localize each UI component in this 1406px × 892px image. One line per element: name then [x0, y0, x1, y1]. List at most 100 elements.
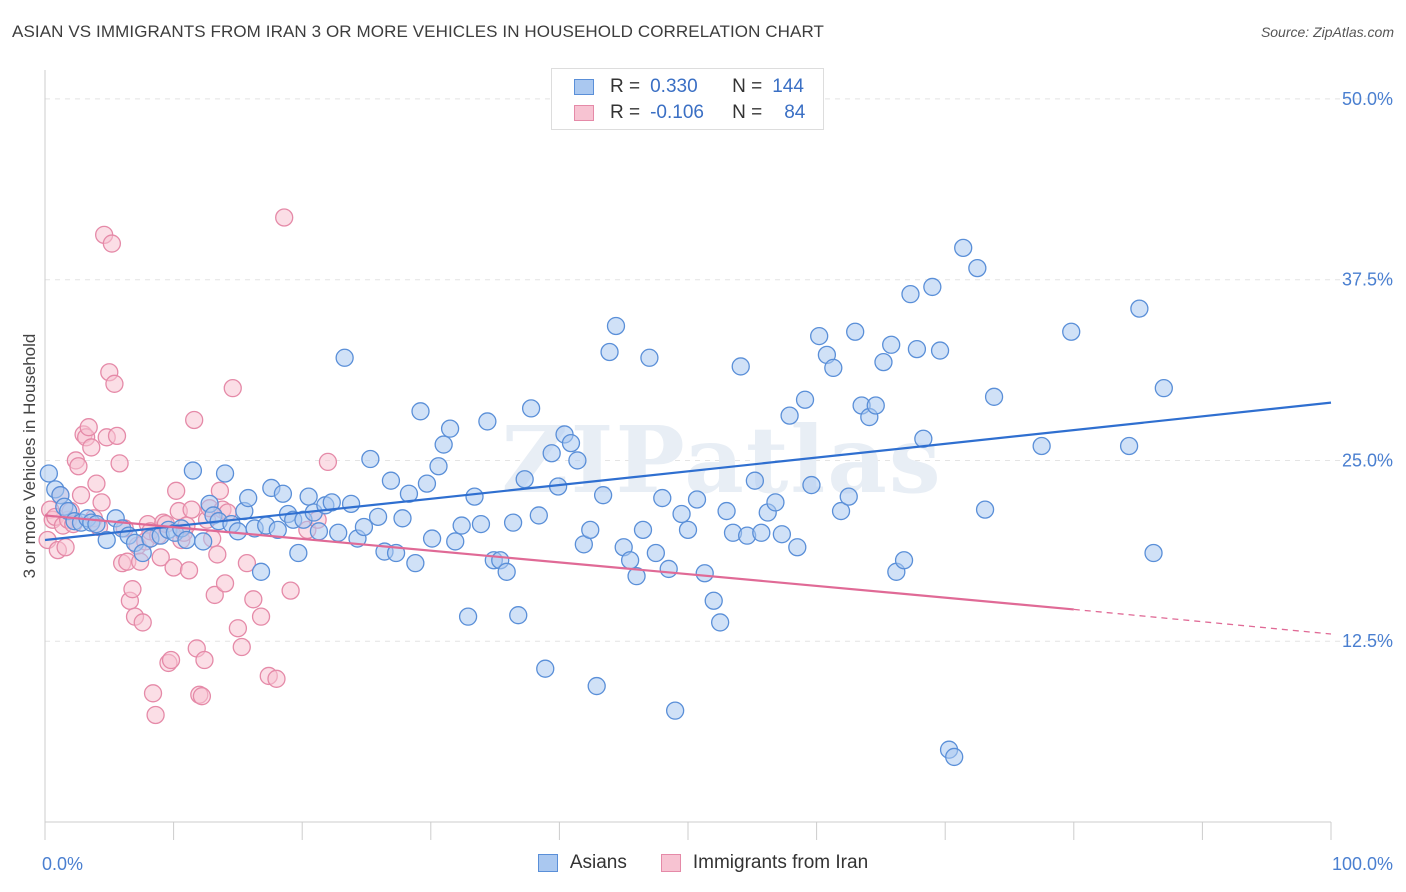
series-label-iran: Immigrants from Iran: [692, 852, 869, 873]
asian-point: [954, 238, 973, 258]
legend-swatch-asians: [574, 79, 594, 95]
asian-point: [440, 419, 460, 438]
asian-point: [478, 412, 497, 431]
iran-point: [192, 687, 212, 706]
iran-point: [237, 553, 257, 573]
iran-point: [318, 452, 338, 472]
asian-point: [975, 500, 995, 519]
asian-point: [536, 659, 555, 678]
asian-point: [824, 358, 843, 378]
asian-point: [429, 457, 448, 476]
iran-point: [228, 619, 248, 638]
asian-point: [672, 504, 691, 524]
iran-point: [79, 418, 98, 437]
iran-point: [105, 374, 124, 393]
asian-point: [239, 488, 258, 508]
x-tick-label: 0.0%: [42, 854, 83, 874]
asian-point: [766, 493, 785, 512]
asian-point: [434, 435, 453, 454]
asian-point: [273, 484, 293, 503]
asian-point: [361, 449, 380, 469]
asian-point: [177, 530, 196, 550]
iran-point: [210, 481, 230, 500]
series-swatch-iran: [660, 854, 681, 872]
iran-point: [208, 545, 227, 564]
iran-point: [182, 500, 201, 519]
asian-point: [581, 520, 600, 540]
iran-point: [146, 705, 165, 725]
asian-point: [894, 551, 914, 570]
asian-point: [731, 357, 750, 376]
y-axis-title: 3 or more Vehicles in Household: [20, 334, 39, 579]
legend-row-asians: R = 0.330 N = 144: [574, 76, 804, 98]
asian-point: [228, 522, 248, 541]
asian-point: [309, 522, 329, 541]
asian-point: [810, 326, 829, 346]
iran-trend-extension: [1073, 608, 1332, 635]
asian-point: [354, 517, 374, 537]
asian-point: [515, 470, 534, 489]
asian-point: [772, 525, 792, 544]
series-label-asians: Asians: [569, 852, 627, 873]
asian-point: [329, 523, 348, 542]
asian-point: [620, 551, 640, 570]
legend-swatch-iran: [574, 105, 594, 121]
asian-point: [930, 341, 950, 360]
asian-point: [627, 567, 646, 586]
legend-n-label: N =: [732, 102, 763, 123]
iran-point: [110, 454, 129, 473]
y-tick-label: 25.0%: [1342, 450, 1393, 470]
iran-point: [107, 426, 127, 446]
source-credit: Source: ZipAtlas.com: [1260, 24, 1394, 40]
asian-point: [1032, 436, 1051, 456]
asian-point: [646, 543, 665, 563]
asian-point: [945, 747, 964, 767]
legend-n-label: N =: [732, 76, 763, 97]
asian-point: [341, 494, 361, 513]
asian-point: [968, 258, 987, 278]
iran-point: [133, 613, 152, 632]
iran-point: [123, 580, 142, 599]
asian-point: [39, 464, 59, 483]
asian-point: [542, 444, 561, 463]
asian-point: [788, 538, 807, 557]
asian-point: [923, 277, 942, 297]
asian-point: [687, 490, 707, 509]
legend-r-label: R =: [610, 102, 641, 123]
legend-r-label: R =: [610, 76, 641, 97]
iran-point: [87, 474, 106, 493]
asian-point: [87, 514, 106, 534]
y-tick-label: 50.0%: [1342, 89, 1393, 109]
iran-point: [92, 493, 111, 512]
asian-point: [183, 461, 203, 480]
asian-point: [497, 562, 516, 581]
asian-point: [882, 335, 901, 354]
asian-point: [600, 342, 619, 362]
iran-point: [56, 538, 75, 557]
asian-point: [795, 390, 815, 409]
asian-point: [471, 514, 491, 534]
asian-point: [678, 520, 698, 540]
iran-point: [244, 590, 263, 609]
asian-point: [606, 316, 626, 336]
asian-point: [901, 285, 920, 304]
iran-point: [275, 208, 294, 227]
asian-point: [846, 322, 865, 341]
asian-point: [1130, 299, 1149, 318]
asian-point: [1144, 543, 1163, 563]
correlation-legend: R = 0.330 N = 144 R = -0.106 N = 84: [551, 68, 824, 130]
asian-point: [289, 543, 308, 563]
asian-point: [717, 501, 736, 521]
iran-point: [71, 486, 91, 505]
iran-point: [267, 669, 286, 688]
series-swatch-asians: [537, 854, 558, 872]
asian-point: [411, 402, 430, 421]
series-legend-iran[interactable]: Immigrants from Iran: [660, 852, 869, 874]
legend-n-value: 84: [784, 102, 806, 123]
chart-title: ASIAN VS IMMIGRANTS FROM IRAN 3 OR MORE …: [12, 22, 825, 41]
asian-point: [509, 606, 528, 625]
iran-point: [143, 684, 163, 703]
asian-point: [802, 475, 821, 495]
series-legend-asians[interactable]: Asians: [537, 852, 627, 874]
